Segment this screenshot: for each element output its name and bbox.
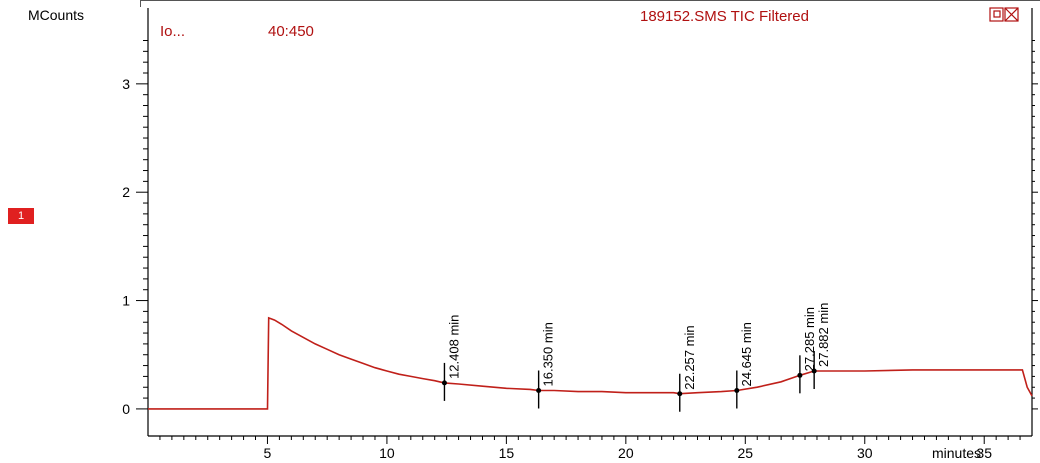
peak-label: 24.645 min <box>739 322 754 386</box>
peak-marker-dot <box>441 380 447 386</box>
x-tick-label: 25 <box>738 445 754 461</box>
y-tick-label: 3 <box>122 76 130 92</box>
peak-marker-dot <box>811 368 817 374</box>
x-tick-label: 10 <box>379 445 395 461</box>
peak-marker[interactable]: 27.285 min <box>797 307 817 394</box>
x-tick-label: 15 <box>499 445 515 461</box>
x-tick-label: 30 <box>857 445 873 461</box>
x-tick-label: 20 <box>618 445 634 461</box>
peak-marker[interactable]: 24.645 min <box>734 322 754 409</box>
peak-marker[interactable]: 27.882 min <box>811 303 832 389</box>
peak-marker-dot <box>734 387 740 393</box>
y-tick-label: 1 <box>122 293 130 309</box>
ion-range[interactable]: 40:450 <box>268 23 314 40</box>
trace-title: 189152.SMS TIC Filtered <box>640 8 809 25</box>
x-tick-label: 35 <box>976 445 992 461</box>
peak-marker[interactable]: 12.408 min <box>441 315 462 401</box>
tic-trace-line <box>148 316 1033 410</box>
tick-labels: 5 10 15 20 25 30 35 0 1 2 3 <box>122 76 992 461</box>
close-window-icon[interactable] <box>1004 7 1019 22</box>
y-tick-label: 2 <box>122 184 130 200</box>
peak-markers[interactable]: 12.408 min 16.350 min 22.257 min 24.645 min… <box>441 303 832 412</box>
ion-label[interactable]: Io... <box>160 23 185 40</box>
peak-label: 12.408 min <box>446 315 461 379</box>
trace-number-badge[interactable]: 1 <box>8 208 34 224</box>
y-axis-title: MCounts <box>28 7 84 23</box>
peak-label: 27.285 min <box>802 307 817 371</box>
y-tick-label: 0 <box>122 401 130 417</box>
peak-marker-dot <box>536 387 542 393</box>
restore-window-icon[interactable] <box>989 7 1004 22</box>
tick-marks <box>136 40 1038 444</box>
peak-label: 27.882 min <box>816 303 831 367</box>
axes <box>147 8 1033 437</box>
peak-marker-dot <box>677 391 683 397</box>
peak-marker-dot <box>797 372 803 378</box>
x-tick-label: 5 <box>264 445 272 461</box>
peak-marker[interactable]: 16.350 min <box>536 322 556 409</box>
x-axis-title: minutes <box>932 445 981 461</box>
peak-label: 22.257 min <box>682 325 697 389</box>
window-top-border <box>140 0 1040 7</box>
peak-marker[interactable]: 22.257 min <box>677 325 697 412</box>
peak-label: 16.350 min <box>541 322 556 386</box>
